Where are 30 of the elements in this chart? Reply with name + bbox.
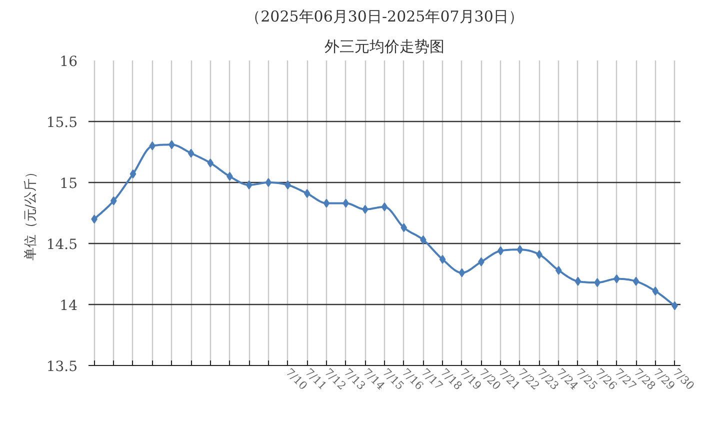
point [130, 169, 136, 178]
point [323, 198, 330, 208]
point [304, 188, 310, 198]
y-tick-label: 14.5 [46, 237, 78, 253]
point [207, 158, 214, 168]
point [246, 180, 252, 190]
y-tick-label: 13.5 [46, 359, 78, 375]
y-tick-label: 16 [60, 54, 78, 70]
chart-title: （2025年06月30日-2025年07月30日） [246, 8, 524, 26]
point [516, 245, 524, 254]
point [439, 254, 446, 264]
point [362, 204, 368, 214]
point [265, 178, 272, 187]
point [188, 148, 194, 158]
point [652, 286, 659, 296]
point [497, 246, 504, 256]
point [555, 266, 562, 275]
y-tick-label: 15 [60, 176, 78, 192]
point [632, 276, 640, 286]
chart-subtitle: 外三元均价走势图 [324, 38, 444, 56]
y-tick-label: 14 [60, 298, 78, 314]
point [613, 274, 620, 284]
point [400, 223, 408, 232]
point [574, 276, 582, 286]
y-axis-title: 单位（元/公斤） [23, 165, 38, 261]
point [149, 141, 156, 150]
point [381, 202, 388, 212]
point [458, 268, 466, 278]
y-tick-label: 15.5 [46, 115, 78, 131]
point [110, 196, 117, 206]
